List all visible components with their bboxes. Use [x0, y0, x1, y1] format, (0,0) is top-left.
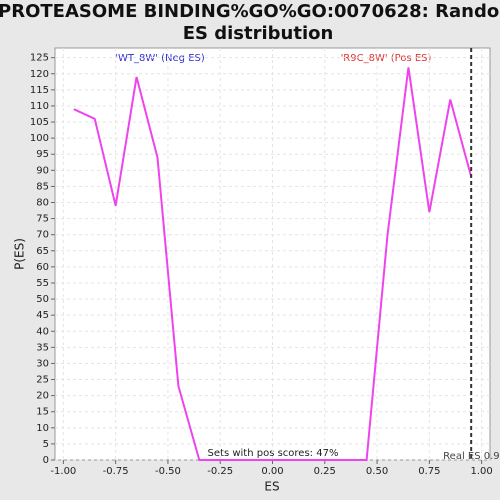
y-tick-label: 35 — [36, 342, 49, 353]
x-tick-label: -0.50 — [155, 466, 181, 477]
x-axis-label: ES — [264, 480, 279, 494]
y-tick-label: 30 — [36, 358, 49, 369]
y-tick-label: 20 — [36, 391, 49, 402]
y-tick-label: 90 — [36, 165, 49, 176]
annotation: 'R9C_8W' (Pos ES) — [341, 53, 432, 64]
y-tick-label: 65 — [36, 246, 49, 257]
y-tick-label: 95 — [36, 149, 49, 160]
y-tick-label: 15 — [36, 407, 49, 418]
x-tick-label: 1.00 — [471, 466, 493, 477]
y-tick-label: 60 — [36, 262, 49, 273]
y-tick-label: 40 — [36, 326, 49, 337]
annotation: 'WT_8W' (Neg ES) — [115, 53, 205, 64]
y-tick-label: 115 — [30, 85, 49, 96]
y-tick-label: 110 — [30, 101, 49, 112]
y-tick-label: 80 — [36, 198, 49, 209]
y-tick-label: 100 — [30, 133, 49, 144]
x-tick-label: -0.75 — [103, 466, 129, 477]
data-line — [73, 67, 473, 461]
y-tick-label: 105 — [30, 117, 49, 128]
chart-title: PROTEASOME BINDING%GO%GO:0070628: Random — [0, 1, 500, 22]
y-tick-label: 25 — [36, 375, 49, 386]
y-tick-label: 85 — [36, 181, 49, 192]
y-tick-label: 45 — [36, 310, 49, 321]
x-tick-label: 0.00 — [261, 466, 283, 477]
y-tick-label: 0 — [43, 455, 49, 466]
y-axis-label: P(ES) — [13, 238, 27, 270]
x-tick-label: 0.75 — [418, 466, 440, 477]
chart-title: ES distribution — [183, 23, 334, 44]
x-tick-label: -0.25 — [207, 466, 233, 477]
x-tick-label: -1.00 — [50, 466, 76, 477]
annotation: Sets with pos scores: 47% — [208, 448, 339, 459]
real-es-label: Real ES 0.9 — [443, 451, 499, 462]
y-tick-label: 10 — [36, 423, 49, 434]
x-tick-label: 0.50 — [366, 466, 388, 477]
y-tick-label: 5 — [43, 439, 49, 450]
y-tick-label: 50 — [36, 294, 49, 305]
y-tick-label: 120 — [30, 69, 49, 80]
y-tick-label: 55 — [36, 278, 49, 289]
y-tick-label: 75 — [36, 214, 49, 225]
y-tick-label: 70 — [36, 230, 49, 241]
x-tick-label: 0.25 — [314, 466, 336, 477]
y-tick-label: 125 — [30, 53, 49, 64]
